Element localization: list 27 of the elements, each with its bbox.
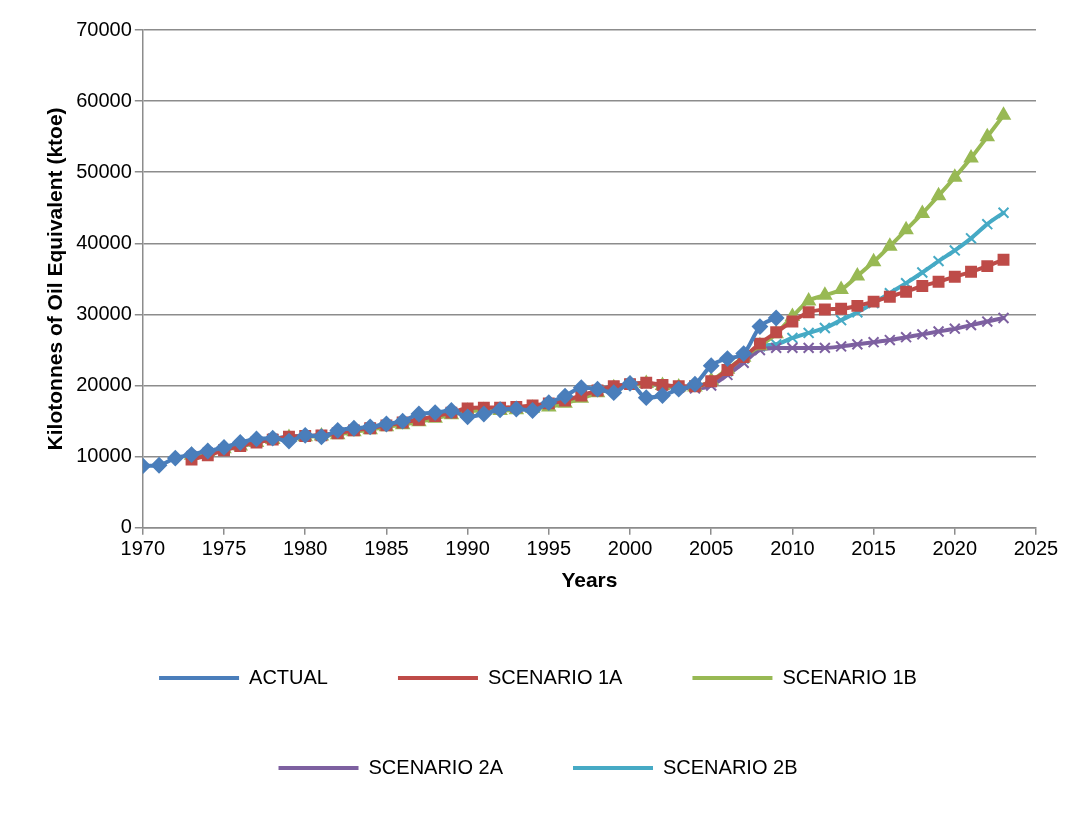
legend-label: SCENARIO 2A xyxy=(368,755,504,778)
x-tick-label: 2020 xyxy=(932,537,978,560)
y-tick-label: 50000 xyxy=(76,159,132,182)
x-tick-label: 2005 xyxy=(688,537,734,560)
legend-label: SCENARIO 1A xyxy=(487,665,624,688)
y-tick-label: 30000 xyxy=(76,301,132,324)
y-tick-label: 0 xyxy=(120,515,132,538)
legend-label: SCENARIO 1B xyxy=(782,665,917,688)
x-tick-label: 1970 xyxy=(120,537,166,560)
y-tick-label: 20000 xyxy=(76,373,132,396)
y-tick-label: 60000 xyxy=(76,88,132,111)
x-axis-title: Years xyxy=(561,568,618,592)
legend-label: ACTUAL xyxy=(249,665,328,688)
x-tick-label: 1975 xyxy=(201,537,247,560)
y-tick-label: 70000 xyxy=(76,17,132,40)
x-tick-label: 2000 xyxy=(607,537,653,560)
x-tick-label: 2010 xyxy=(770,537,815,560)
legend-label: SCENARIO 2B xyxy=(663,755,798,778)
x-tick-label: 1980 xyxy=(282,537,328,560)
y-tick-label: 40000 xyxy=(76,230,132,253)
y-axis-title: Kilotonnes of Oil Equivalent (ktoe) xyxy=(43,107,67,451)
x-tick-label: 2015 xyxy=(851,537,896,560)
x-tick-label: 1995 xyxy=(526,537,572,560)
y-tick-label: 10000 xyxy=(76,444,132,467)
x-tick-label: 1985 xyxy=(364,537,409,560)
x-tick-label: 1990 xyxy=(445,537,490,560)
x-tick-label: 2025 xyxy=(1013,537,1059,560)
